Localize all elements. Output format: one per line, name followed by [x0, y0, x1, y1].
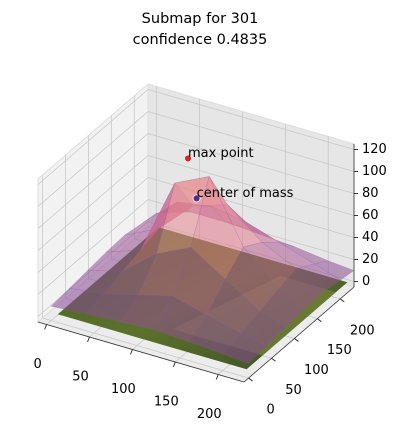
grid-line — [37, 155, 149, 251]
z-tick-label: 40 — [362, 230, 379, 245]
z-tick-label: 100 — [362, 164, 387, 179]
grid-line — [147, 133, 355, 194]
grid-line — [37, 111, 149, 207]
y-tick-label: 200 — [350, 323, 375, 338]
z-tick-label: 0 — [362, 274, 370, 289]
z-tick-label: 60 — [362, 208, 379, 223]
annotation-point — [192, 194, 201, 203]
grid-line — [37, 199, 149, 295]
chart-title: Submap for 301 — [142, 11, 259, 27]
tick-mark — [44, 324, 48, 330]
surface-patch — [259, 289, 304, 329]
grid-line — [42, 317, 249, 379]
tick-mark — [271, 357, 276, 362]
tick-mark — [87, 336, 90, 343]
grid-line — [37, 177, 149, 273]
tick-mark — [294, 338, 299, 342]
x-tick-label: 150 — [154, 395, 179, 410]
annotation-label: max point — [188, 146, 254, 161]
grid-line — [147, 155, 355, 216]
annotation-point — [184, 154, 192, 163]
grid-line — [147, 89, 355, 150]
z-tick-label: 20 — [362, 252, 379, 267]
z-tick-label: 80 — [362, 186, 379, 201]
x-tick-label: 200 — [197, 407, 222, 422]
z-tick-label: 120 — [362, 142, 387, 157]
axis-line — [243, 286, 355, 383]
tick-mark — [215, 374, 219, 380]
tick-mark — [129, 349, 133, 355]
grid-line — [147, 111, 355, 172]
x-tick-label: 0 — [33, 357, 41, 372]
y-tick-label: 100 — [304, 363, 329, 378]
axis-line — [37, 321, 245, 383]
tick-mark — [172, 361, 176, 368]
surface-patch — [295, 263, 341, 294]
annotation-label: center of mass — [197, 186, 294, 201]
y-tick-label: 50 — [285, 383, 302, 398]
chart-subtitle: confidence 0.4835 — [133, 32, 268, 48]
grid-line — [37, 89, 149, 185]
y-tick-label: 150 — [327, 343, 352, 358]
grid-line — [37, 133, 149, 229]
surface-patch — [222, 333, 268, 364]
y-tick-label: 0 — [266, 403, 274, 418]
surface-patch — [313, 260, 355, 281]
x-tick-label: 50 — [72, 370, 89, 385]
tick-mark — [317, 318, 322, 323]
x-tick-label: 100 — [111, 382, 136, 397]
tick-mark — [248, 377, 253, 382]
tick-mark — [339, 298, 345, 303]
